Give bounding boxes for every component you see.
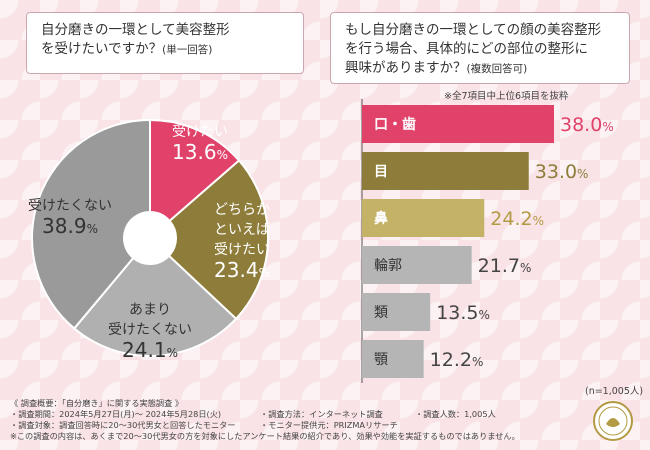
bar-value-2: 24.2% <box>490 208 544 230</box>
pie-value-3: 38.9% <box>42 214 98 238</box>
top-note: ※全7項目中上位6項目を抜粋 <box>444 91 569 102</box>
pie-value-2: 24.1% <box>122 338 178 362</box>
pie-label-1: どちらか といえば 受けたい 23.4% <box>214 202 270 282</box>
bar-1 <box>362 152 529 190</box>
question-1-title-2: を受けたいですか？ <box>41 41 163 57</box>
footer-target: ・調査対象：調査回答時に20～30代男女と回答したモニター <box>10 420 236 430</box>
question-2-line2: を行う場合、具体的にどの部位の整形に <box>345 41 588 57</box>
bar-category-0: 口・歯 <box>374 116 416 133</box>
question-2-line1: もし自分磨きの一環としての顔の美容整形 <box>345 22 602 38</box>
question-2-line3: 興味がありますか？ <box>345 60 467 76</box>
bar-4 <box>362 293 431 331</box>
pie-value-0: 13.6% <box>172 140 228 164</box>
footer-period: ・調査期間：2024年5月27日(月)～ 2024年5月28日(火) <box>10 409 222 419</box>
footer-provider: ・モニター提供元：PRIZMAリサーチ <box>260 420 398 430</box>
bar-value-4: 13.5% <box>436 302 490 324</box>
survey-footer: 《 調査概要：「自分磨き」に関する実態調査 》 ・調査期間：2024年5月27日… <box>10 398 640 442</box>
footer-title: 《 調査概要：「自分磨き」に関する実態調査 》 <box>10 398 184 408</box>
bar-value-5: 12.2% <box>430 349 484 371</box>
question-1-sub: (単一回答) <box>162 44 213 56</box>
bar-category-4: 類 <box>374 305 388 321</box>
pie-label-2: あまり 受けたくない 24.1% <box>108 302 192 362</box>
question-2-box: もし自分磨きの一環としての顔の美容整形 を行う場合、具体的にどの部位の整形に 興… <box>330 12 630 84</box>
bar-category-2: 鼻 <box>374 210 388 227</box>
question-1-box: 自分磨きの一環として美容整形 を受けたいですか？(単一回答) <box>26 12 304 74</box>
bar-category-5: 顎 <box>374 352 388 368</box>
footer-count: ・調査人数：1,005人 <box>415 409 496 419</box>
brand-seal-icon <box>593 401 633 441</box>
bar-category-1: 目 <box>374 164 388 180</box>
bar-value-3: 21.7% <box>478 255 532 277</box>
question-2-sub: (複数回答可) <box>466 63 528 75</box>
bar-2 <box>362 199 485 237</box>
bar-3 <box>362 246 472 284</box>
pie-center-hole <box>124 212 176 264</box>
footer-disclaimer: ※この調査の内容は、あくまで20～30代男女の方を対象にしたアンケート結果の紹介… <box>10 431 520 441</box>
bar-value-1: 33.0% <box>535 161 589 183</box>
question-1-title: 自分磨きの一環として美容整形 <box>41 22 230 38</box>
bar-0 <box>362 105 554 143</box>
pie-label-0: 受けたい 13.6% <box>172 124 228 164</box>
bar-category-3: 輪郭 <box>374 257 402 274</box>
bar-5 <box>362 340 424 378</box>
sample-size-label: (n=1,005人) <box>585 386 644 397</box>
footer-method: ・調査方法：インターネット調査 <box>260 409 383 419</box>
pie-value-1: 23.4% <box>214 258 270 282</box>
pie-label-3: 受けたくない 38.9% <box>28 198 112 238</box>
bar-value-0: 38.0% <box>560 114 614 136</box>
